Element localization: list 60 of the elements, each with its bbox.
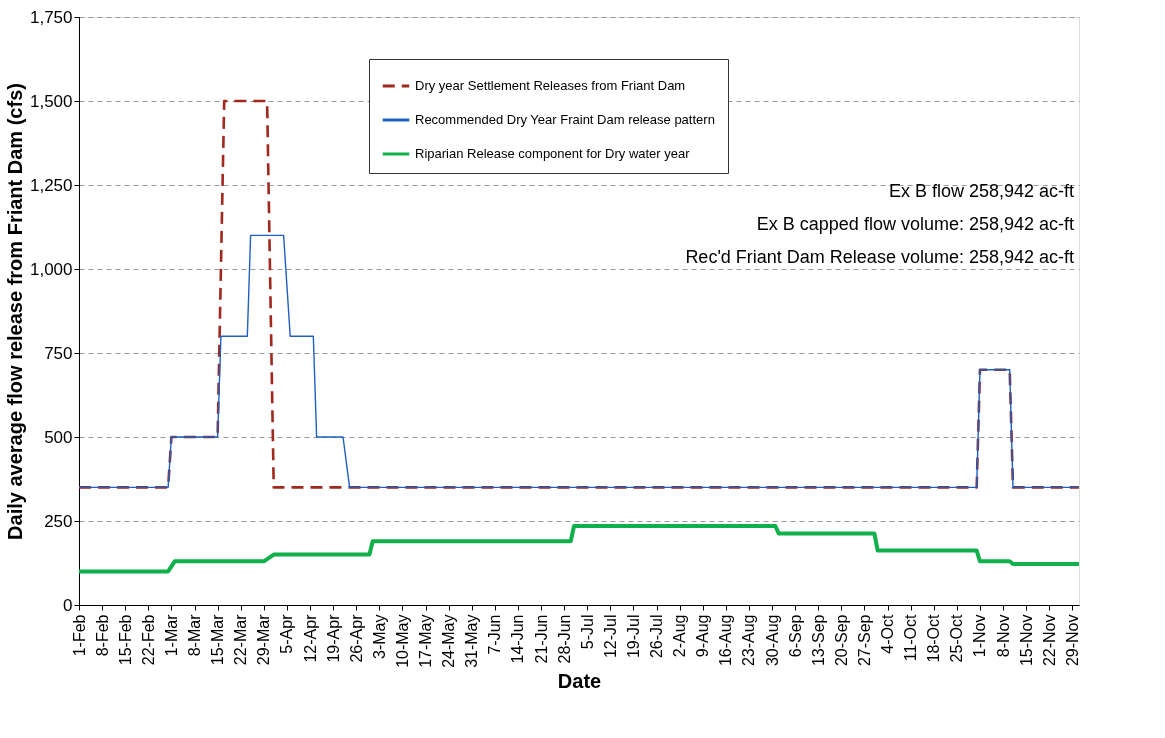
y-tick-label: 250: [44, 511, 73, 531]
x-tick-label: 22-Feb: [139, 614, 157, 666]
x-tick-label: 30-Aug: [763, 614, 781, 667]
legend-label: Dry year Settlement Releases from Friant Dam: [415, 78, 686, 93]
x-tick-label: 24-May: [440, 614, 458, 668]
x-tick-label: 1-Nov: [971, 614, 989, 658]
x-tick-label: 21-Jun: [532, 614, 550, 664]
x-tick-label: 10-May: [393, 614, 411, 668]
x-tick-label: 31-May: [463, 614, 481, 668]
x-tick-label: 13-Sep: [809, 614, 827, 667]
x-tick-label: 2-Aug: [671, 614, 689, 658]
x-tick-label: 19-Apr: [324, 613, 342, 663]
x-tick-label: 3-May: [370, 614, 388, 659]
y-tick-label: 1,500: [29, 91, 73, 111]
x-tick-label: 29-Mar: [255, 613, 273, 666]
x-tick-label: 27-Sep: [855, 614, 873, 667]
y-tick-label: 750: [44, 343, 73, 363]
x-tick-label: 4-Oct: [879, 613, 897, 654]
x-tick-label: 1-Mar: [162, 613, 180, 657]
x-tick-label: 29-Nov: [1063, 614, 1081, 667]
x-tick-label: 6-Sep: [786, 614, 804, 658]
x-tick-label: 23-Aug: [740, 614, 758, 667]
x-tick-label: 14-Jun: [509, 614, 527, 664]
x-tick-label: 12-Apr: [301, 613, 319, 663]
legend-label: Recommended Dry Year Fraint Dam release pattern: [415, 112, 715, 127]
x-tick-label: 9-Aug: [694, 614, 712, 658]
y-tick-label: 500: [44, 427, 73, 447]
y-tick-label: 0: [63, 595, 73, 615]
y-tick-label: 1,000: [29, 259, 73, 279]
annotation: Ex B flow 258,942 ac-ft: [888, 181, 1074, 201]
y-tick-label: 1,250: [29, 175, 73, 195]
x-tick-label: 8-Nov: [994, 614, 1012, 658]
x-tick-label: 11-Oct: [902, 613, 920, 662]
x-axis-title: Date: [557, 669, 602, 692]
x-tick-label: 8-Feb: [93, 614, 111, 657]
x-tick-label: 16-Aug: [717, 614, 735, 667]
x-tick-label: 5-Apr: [278, 613, 296, 654]
x-tick-label: 8-Mar: [186, 613, 204, 657]
x-tick-label: 25-Oct: [948, 613, 966, 663]
x-tick-label: 15-Mar: [209, 613, 227, 666]
x-tick-label: 22-Nov: [1040, 614, 1058, 667]
x-tick-label: 1-Feb: [70, 614, 88, 657]
x-tick-label: 28-Jun: [555, 614, 573, 664]
x-tick-label: 26-Jul: [648, 614, 666, 659]
x-tick-label: 18-Oct: [925, 613, 943, 663]
x-tick-label: 5-Jul: [578, 614, 596, 650]
x-tick-label: 19-Jul: [624, 614, 642, 659]
y-tick-label: 1,750: [29, 7, 73, 27]
x-tick-label: 15-Feb: [116, 614, 134, 666]
annotation: Ex B capped flow volume: 258,942 ac-ft: [756, 214, 1074, 234]
x-tick-label: 12-Jul: [601, 614, 619, 659]
x-tick-label: 7-Jun: [486, 614, 504, 655]
annotation: Rec'd Friant Dam Release volume: 258,942 ac-ft: [685, 247, 1074, 267]
x-tick-label: 26-Apr: [347, 613, 365, 663]
x-tick-label: 22-Mar: [232, 613, 250, 666]
y-axis-title: Daily average flow release from Friant Dam (cfs): [3, 83, 26, 540]
legend-label: Riparian Release component for Dry water year: [415, 146, 691, 161]
x-tick-label: 15-Nov: [1017, 614, 1035, 667]
x-tick-label: 20-Sep: [832, 614, 850, 667]
x-tick-label: 17-May: [417, 614, 435, 668]
